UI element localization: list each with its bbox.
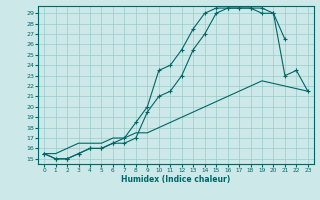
X-axis label: Humidex (Indice chaleur): Humidex (Indice chaleur) (121, 175, 231, 184)
